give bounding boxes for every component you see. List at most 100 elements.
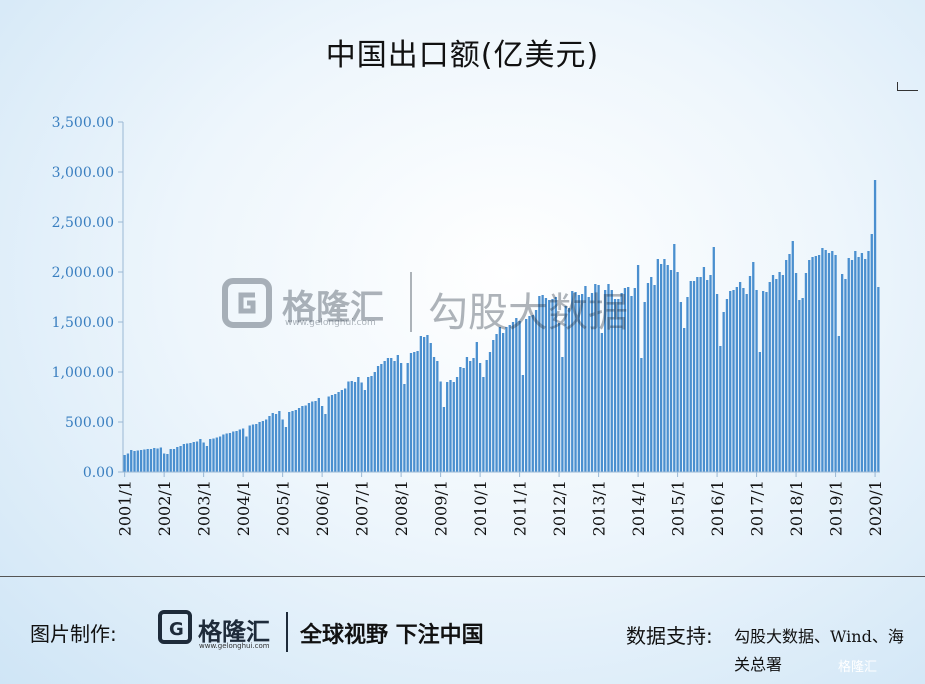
bar (623, 288, 627, 472)
bar (166, 454, 169, 472)
bar (317, 398, 320, 472)
bar (136, 450, 139, 472)
bar (383, 361, 386, 472)
bar (370, 376, 373, 472)
bar (706, 280, 709, 472)
watermark-separator (410, 272, 412, 332)
y-tick-label: 2,500.00 (52, 215, 114, 231)
bar (182, 444, 186, 472)
bar (225, 433, 228, 472)
bar (617, 299, 620, 472)
bar (143, 449, 146, 472)
bar (870, 234, 873, 472)
bar (692, 281, 696, 472)
bar (561, 357, 564, 472)
bar (653, 285, 656, 472)
bar (577, 295, 580, 472)
bar (814, 256, 817, 472)
y-tick-label: 0.00 (83, 465, 114, 481)
bar (659, 264, 663, 472)
bar (669, 270, 673, 472)
bar (462, 368, 465, 472)
corner-logo: 格隆汇 (838, 660, 878, 675)
bar (854, 251, 857, 472)
bar (162, 453, 166, 472)
bar (788, 254, 791, 472)
watermark-brand: 格隆汇 (282, 288, 384, 328)
bar (459, 367, 462, 472)
bar (607, 284, 610, 472)
bar (725, 299, 729, 472)
bar (202, 442, 205, 472)
bar (429, 343, 432, 472)
watermark (222, 278, 272, 332)
bar (176, 447, 179, 472)
bar (587, 297, 590, 472)
bar (360, 382, 363, 472)
bar (465, 357, 469, 472)
y-tick-label: 3,000.00 (52, 165, 114, 181)
bar (610, 290, 613, 472)
bar (314, 401, 317, 472)
bar (189, 443, 192, 472)
bar (804, 273, 808, 472)
bar (403, 384, 406, 472)
bar (801, 298, 804, 472)
bar (179, 446, 182, 472)
x-tick-label: 2012/1 (550, 480, 569, 536)
bar (251, 424, 255, 472)
bar (554, 297, 557, 472)
bar (478, 363, 482, 472)
x-axis: 2001/1 2002/1 2003/1 2004/1 2005/1 2006/1 2007… (116, 471, 885, 536)
bar (488, 352, 492, 472)
bar (521, 375, 525, 472)
watermark-source: 勾股大数据 (428, 290, 628, 336)
bar (340, 390, 344, 472)
x-tick-label: 2002/1 (155, 480, 174, 536)
bar (544, 298, 548, 472)
bar (284, 427, 288, 472)
bar (159, 447, 162, 472)
bar (567, 308, 571, 472)
bar (472, 358, 475, 472)
bar (324, 414, 327, 472)
credit-label: 图片制作: (30, 622, 117, 646)
x-tick-label: 2003/1 (195, 480, 214, 536)
bar (505, 327, 508, 472)
bar (363, 390, 367, 472)
y-tick-label: 1,500.00 (52, 315, 114, 331)
bar (696, 277, 699, 472)
bar (205, 446, 209, 472)
bar (594, 284, 597, 472)
bar (327, 396, 330, 472)
bar (748, 276, 752, 472)
bar (534, 310, 538, 472)
bar (864, 259, 867, 472)
bar (436, 361, 439, 472)
bar (334, 394, 337, 472)
bar (426, 335, 429, 472)
bar (498, 327, 501, 472)
bar (791, 241, 794, 472)
bar (590, 293, 594, 472)
bar (281, 419, 284, 472)
bar (439, 381, 442, 472)
bar (172, 449, 176, 472)
bar (538, 296, 541, 472)
bar (640, 358, 643, 472)
bar (722, 312, 725, 472)
chart-title: 中国出口额(亿美元) (325, 38, 600, 73)
bar (218, 436, 222, 472)
bar (186, 443, 189, 472)
bar (794, 273, 798, 472)
bar (824, 250, 827, 472)
bar (712, 247, 715, 472)
bar (518, 321, 521, 472)
bar (525, 319, 528, 472)
gelonghui-logo-icon: G (158, 610, 192, 644)
bar (643, 302, 646, 472)
bar (557, 323, 561, 472)
bar (857, 257, 860, 472)
y-tick-label: 2,000.00 (52, 265, 114, 281)
bar (146, 449, 149, 472)
